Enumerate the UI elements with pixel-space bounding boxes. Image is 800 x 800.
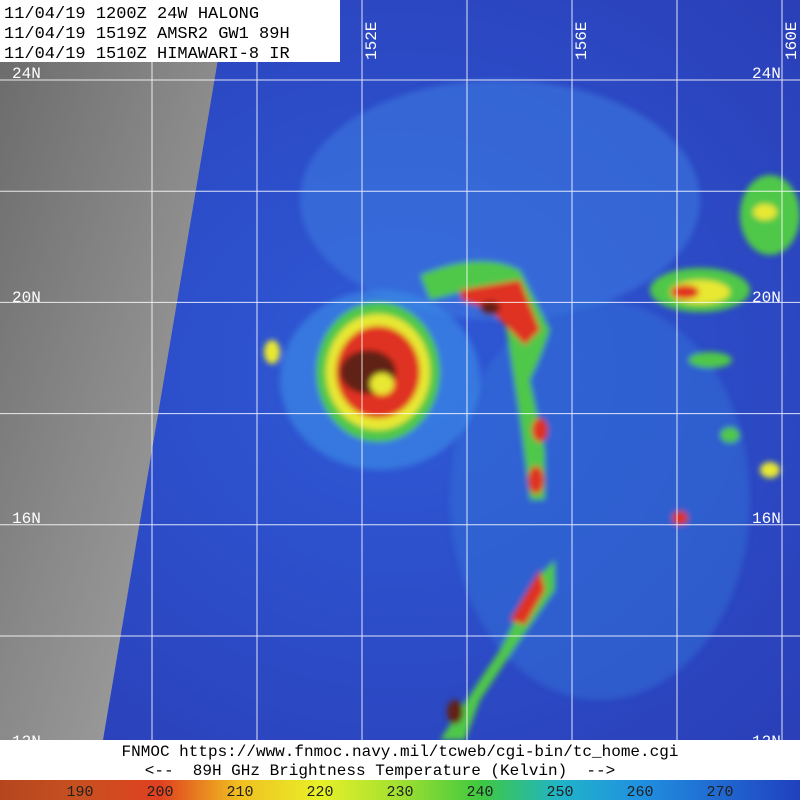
lon-label: 152E	[363, 22, 381, 60]
colorbar-tick-label: 210	[226, 784, 253, 800]
lat-label: 20N	[12, 289, 41, 307]
colorbar-tick-label: 220	[306, 784, 333, 800]
lon-label: 156E	[573, 22, 591, 60]
lat-label: 16N	[752, 510, 781, 528]
ir-swath	[0, 0, 228, 740]
colorbar-ticks: 190 200 210 220 230 240 250 260 270	[66, 784, 733, 800]
footer-source: FNMOC https://www.fnmoc.navy.mil/tcweb/c…	[122, 743, 679, 761]
colorbar-tick-label: 190	[66, 784, 93, 800]
header-line: 11/04/19 1510Z HIMAWARI-8 IR	[4, 45, 290, 64]
footer-caption: <-- 89H GHz Brightness Temperature (Kelv…	[145, 762, 615, 780]
header-line: 11/04/19 1519Z AMSR2 GW1 89H	[4, 25, 290, 44]
colorbar-tick-label: 240	[466, 784, 493, 800]
header-line: 11/04/19 1200Z 24W HALONG	[4, 5, 259, 24]
lat-label: 20N	[752, 289, 781, 307]
colorbar-tick-label: 260	[626, 784, 653, 800]
colorbar-tick-label: 200	[146, 784, 173, 800]
colorbar-tick-label: 270	[706, 784, 733, 800]
lat-label: 16N	[12, 510, 41, 528]
header-box	[0, 0, 340, 62]
colorbar	[0, 780, 800, 800]
colorbar-tick-label: 230	[386, 784, 413, 800]
colorbar-tick-label: 250	[546, 784, 573, 800]
lat-lon-grid	[0, 0, 800, 740]
footer-box	[0, 740, 800, 780]
lat-label: 24N	[12, 65, 41, 83]
lon-label: 160E	[783, 22, 800, 60]
cloud-features	[264, 80, 800, 740]
lat-label: 24N	[752, 65, 781, 83]
